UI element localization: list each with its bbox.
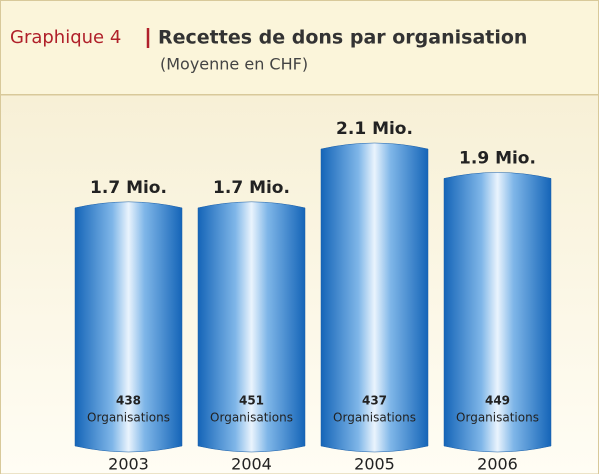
x-tick-label: 2005 [354, 455, 395, 474]
value-label: 1.7 Mio. [90, 178, 167, 198]
count-label: 438 [116, 394, 141, 408]
header [0, 0, 599, 95]
count-unit: Organisations [333, 411, 416, 425]
value-label: 1.7 Mio. [213, 178, 290, 198]
bar [443, 172, 552, 453]
x-tick-label: 2003 [108, 455, 149, 474]
count-label: 437 [362, 394, 387, 408]
count-unit: Organisations [456, 411, 539, 425]
count-label: 451 [239, 394, 264, 408]
count-label: 449 [485, 394, 510, 408]
count-unit: Organisations [87, 411, 170, 425]
count-unit: Organisations [210, 411, 293, 425]
x-tick-label: 2004 [231, 455, 272, 474]
title-prefix: Graphique 4 [10, 27, 121, 48]
subtitle: (Moyenne en CHF) [160, 55, 308, 74]
bar [197, 201, 306, 453]
bar [74, 201, 183, 453]
x-tick-label: 2006 [477, 455, 518, 474]
value-label: 1.9 Mio. [459, 148, 536, 168]
value-label: 2.1 Mio. [336, 119, 413, 139]
bar [320, 142, 429, 453]
chart-title: Recettes de dons par organisation [158, 27, 527, 49]
